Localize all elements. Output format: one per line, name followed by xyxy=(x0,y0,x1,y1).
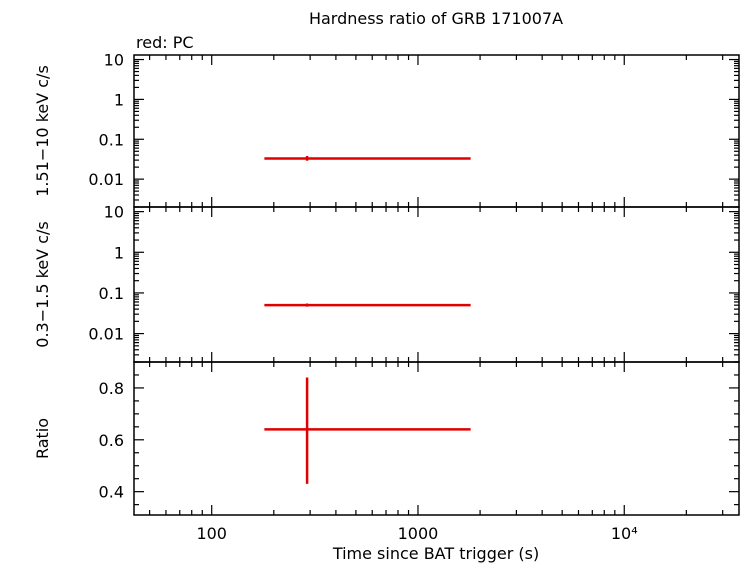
data-point xyxy=(264,303,471,307)
chart-panels: 0.01 0.1 1 10 1.51−10 keV c/s 0.01 0.1 1 10 0.3−1… xyxy=(33,51,740,563)
y-tick-label: 0.8 xyxy=(99,379,124,398)
x-axis-label: Time since BAT trigger (s) xyxy=(332,544,539,563)
panel-ratio-frame xyxy=(133,361,740,516)
y-tick-label: 10 xyxy=(104,51,124,70)
data-point xyxy=(264,156,471,161)
y-tick-label: 1 xyxy=(114,90,124,109)
x-tick-label: 100 xyxy=(196,524,227,543)
y-tick-label: 0.4 xyxy=(99,483,124,502)
x-tick-label: 10⁴ xyxy=(611,524,638,543)
y-tick-label: 10 xyxy=(104,203,124,222)
y-tick-label: 1 xyxy=(114,243,124,262)
data-point xyxy=(264,377,471,484)
y-tick-label: 0.6 xyxy=(99,431,124,450)
y-tick-label: 0.01 xyxy=(88,170,124,189)
chart-title: Hardness ratio of GRB 171007A xyxy=(309,9,563,28)
y-tick-label: 0.01 xyxy=(88,325,124,344)
panel-soft-ylabel: 0.3−1.5 keV c/s xyxy=(33,221,52,347)
panel-hard-ylabel: 1.51−10 keV c/s xyxy=(33,65,52,197)
y-tick-label: 0.1 xyxy=(99,130,124,149)
panel-hard-frame xyxy=(133,54,740,208)
panel-ratio-ylabel: Ratio xyxy=(33,418,52,459)
panel-soft-frame xyxy=(133,206,740,363)
x-tick-label: 1000 xyxy=(398,524,439,543)
chart-subtitle: red: PC xyxy=(136,33,194,52)
y-tick-label: 0.1 xyxy=(99,284,124,303)
